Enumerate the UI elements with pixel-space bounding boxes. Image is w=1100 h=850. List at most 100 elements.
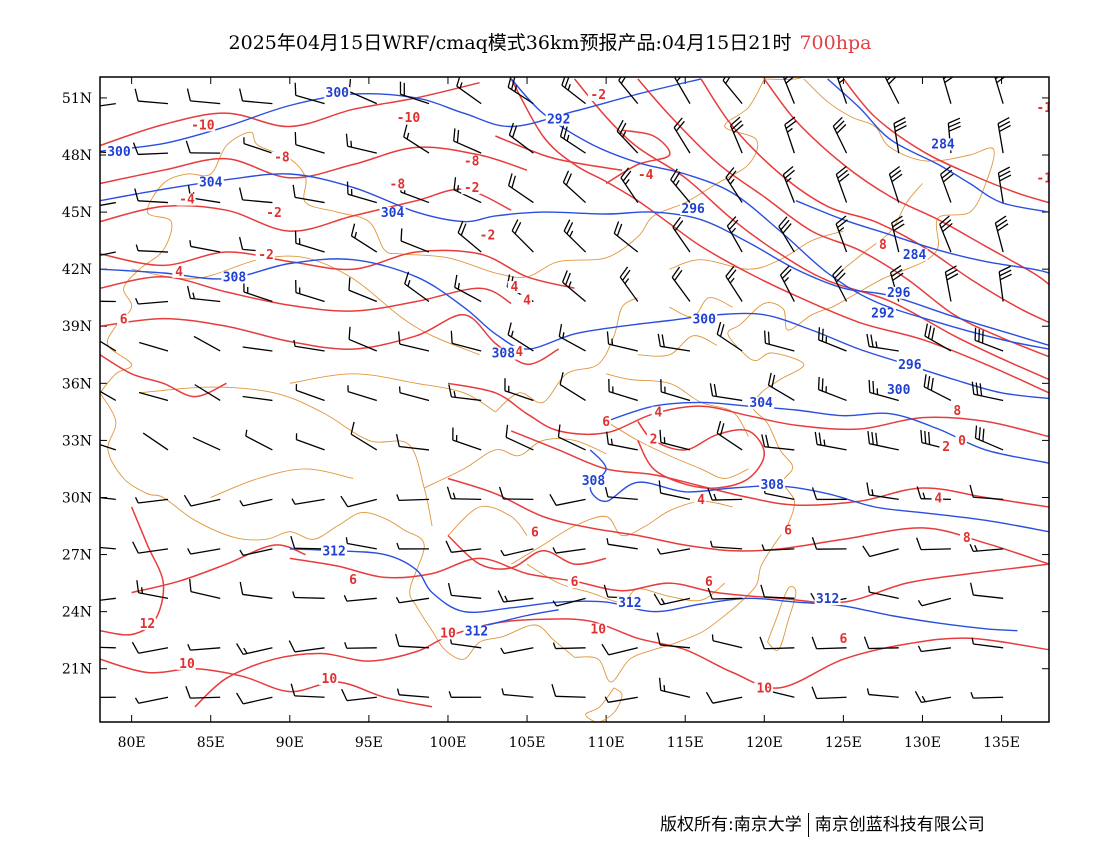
lon-label: 115E (667, 735, 704, 751)
wind-barb (601, 643, 638, 656)
contour-label-bg (188, 119, 216, 132)
temperature-contour-label: 10 (440, 626, 456, 641)
temperature-contour-label: 8 (879, 238, 887, 253)
wind-barb (344, 642, 377, 649)
wind-barb (761, 434, 795, 451)
height-contour-label: 300 (887, 383, 911, 398)
wind-barb (445, 540, 482, 553)
wind-barb (350, 421, 378, 451)
height-contour (827, 78, 1049, 213)
wind-barb (100, 340, 117, 352)
wind-barb (917, 645, 952, 653)
temperature-contour-label: -1 (1036, 101, 1052, 116)
wind-barb (498, 486, 534, 501)
wind-barb (606, 537, 638, 550)
wind-barb (242, 395, 273, 402)
wind-barb (613, 221, 639, 253)
temperature-contour (495, 135, 623, 171)
height-contour-label: 300 (326, 86, 350, 101)
wind-barb (672, 216, 691, 253)
contour-label-bg (394, 111, 421, 124)
wind-barb (294, 230, 325, 253)
wind-barb (100, 646, 116, 649)
wind-barb (291, 498, 325, 505)
wind-barb (100, 444, 117, 451)
wind-barb (867, 431, 899, 451)
wind-barb (239, 548, 273, 557)
contour-label-bg (930, 138, 957, 151)
temperature-contour-label: 6 (120, 312, 128, 327)
wind-barb (888, 166, 903, 203)
contour-label-bg (386, 178, 406, 191)
contour-label-bg (545, 113, 572, 126)
wind-barb (971, 637, 1004, 649)
lat-axis-labels: 51N 48N 45N 42N 39N 36N 33N 30N 27N 24N 21N (62, 91, 92, 678)
contour-label-bg (646, 433, 659, 446)
height-contour-label: 284 (903, 248, 927, 263)
temperature-contour (573, 78, 1049, 381)
wind-barb (969, 582, 1004, 599)
wind-barb (187, 285, 221, 303)
height-contour-label: 312 (618, 596, 641, 611)
wind-barb (763, 330, 795, 352)
border-line (669, 230, 844, 270)
contour-label-bg (694, 494, 706, 507)
wind-barb (970, 691, 1004, 699)
wind-barb (722, 77, 743, 105)
copyright-right: 南京创蓝科技有限公司 (814, 815, 985, 835)
wind-barb (134, 497, 169, 504)
wind-barb (238, 88, 273, 105)
wind-barb (656, 548, 691, 555)
border-line (605, 421, 749, 479)
temperature-contour-label: -4 (179, 193, 195, 208)
wind-barb (501, 688, 534, 698)
wind-barb (448, 384, 482, 402)
wind-barb (971, 381, 1004, 402)
wind-barbs (100, 77, 1012, 705)
contour-label-bg (955, 435, 967, 448)
wind-barb (346, 181, 377, 204)
border-line (767, 586, 797, 651)
wind-barb (817, 376, 847, 402)
wind-barb (504, 378, 534, 402)
border-line (574, 302, 833, 683)
lat-label: 36N (62, 376, 92, 392)
contour-label-bg (781, 524, 793, 537)
plot-frame (99, 76, 1050, 723)
temperature-contour-label: 10 (590, 623, 606, 638)
wind-barb (778, 216, 795, 253)
temperature-contour-label: -2 (480, 229, 496, 244)
wind-barb (187, 644, 221, 651)
wind-barb (292, 591, 325, 599)
wind-barb (189, 240, 221, 253)
wind-barb (944, 265, 959, 302)
wind-barb (454, 274, 482, 303)
wind-barb (563, 219, 587, 253)
height-contour (100, 78, 702, 152)
temperature-contour (447, 534, 607, 570)
wind-barb (295, 384, 325, 402)
contour-label-bg (599, 416, 611, 429)
border-line (100, 392, 575, 660)
wind-barb (453, 128, 482, 154)
wind-barb (295, 433, 325, 451)
temperature-contour-label: -10 (397, 111, 421, 126)
wind-barb (345, 537, 377, 550)
wind-barb (395, 633, 430, 649)
wind-barb (835, 166, 850, 203)
wind-barb (194, 384, 221, 402)
lat-label: 45N (62, 205, 92, 221)
temperature-contour-label: -8 (274, 151, 290, 166)
wind-barb (345, 133, 377, 154)
wind-barb (135, 244, 169, 253)
border-line (447, 505, 528, 536)
height-contour-label: 296 (681, 202, 705, 217)
height-contour-label: 304 (749, 396, 773, 411)
wind-barb (658, 677, 691, 698)
wind-barb (456, 77, 482, 105)
wind-barb (866, 688, 899, 698)
height-contour-label: 292 (547, 113, 570, 128)
contour-label-bg (759, 478, 786, 491)
border-line (139, 386, 433, 527)
temperature-contour-label: -1 (1036, 172, 1052, 187)
